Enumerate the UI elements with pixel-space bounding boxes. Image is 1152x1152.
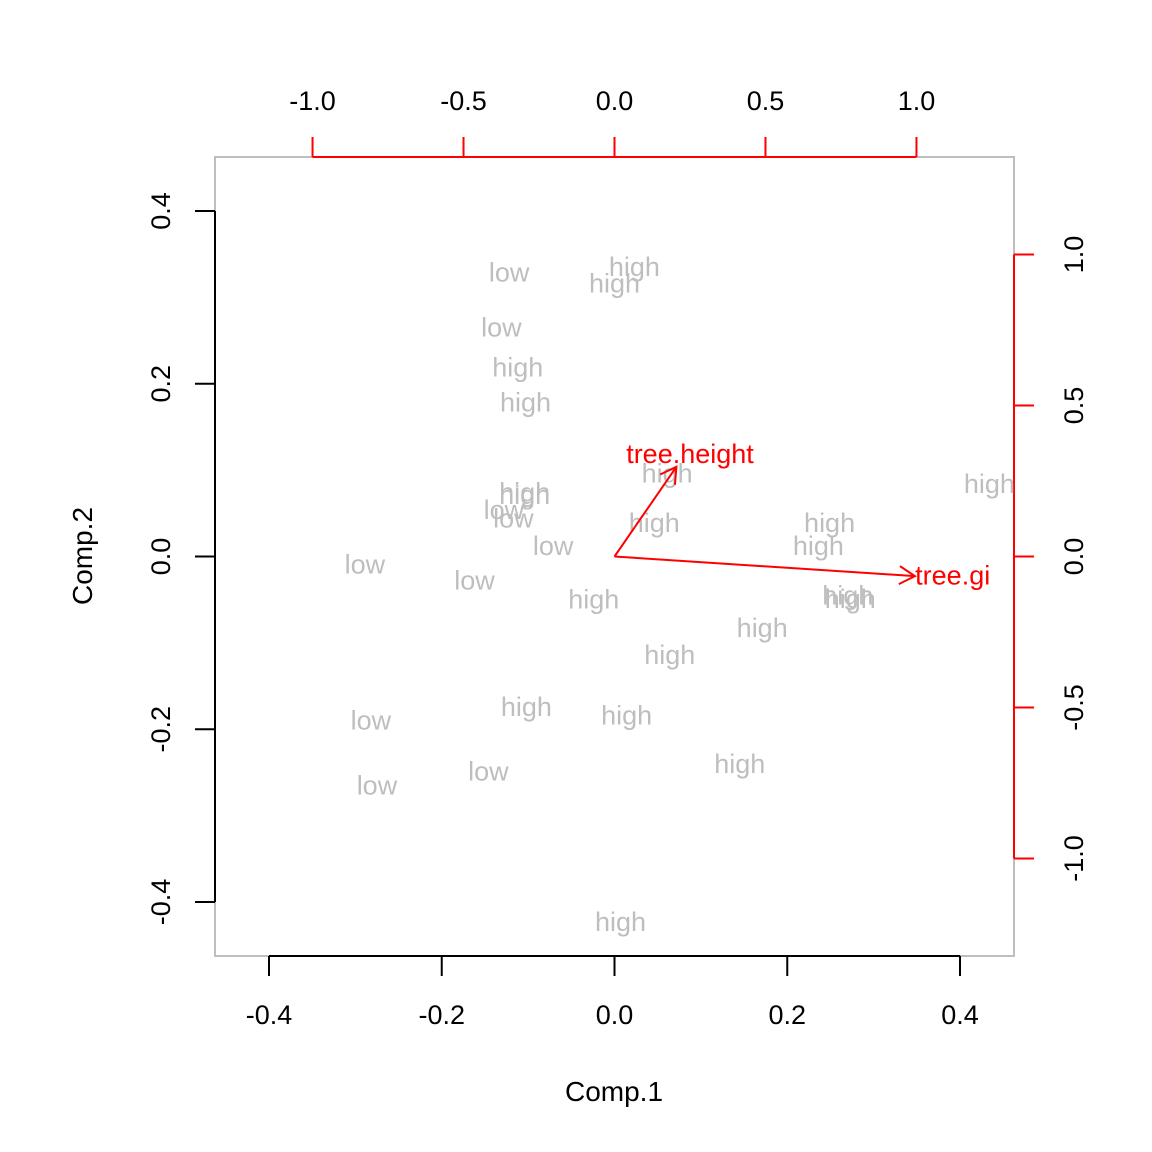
point-label: low: [454, 566, 495, 596]
point-label: low: [351, 706, 392, 736]
point-label: high: [500, 388, 551, 418]
point-label: low: [484, 495, 525, 525]
loading-arrows: tree.height tree.gi: [613, 439, 990, 591]
x-tick-label: -0.4: [246, 1000, 293, 1030]
point-label: high: [793, 531, 844, 561]
point-label: low: [493, 503, 534, 533]
y-axis-left: -0.4 -0.2 0.0 0.2 0.4: [146, 192, 216, 926]
point-label: high: [595, 907, 646, 937]
point-label: low: [481, 313, 522, 343]
top-tick-label: 0.0: [596, 86, 634, 116]
point-label: low: [533, 531, 574, 561]
top-tick-label: 1.0: [898, 86, 936, 116]
right-tick-label: 0.5: [1059, 387, 1089, 425]
y-tick-label: -0.4: [146, 879, 176, 926]
right-tick-label: 0.0: [1059, 538, 1089, 576]
point-label: high: [964, 469, 1015, 499]
loading-arrow-shaft: [613, 466, 678, 558]
point-label: high: [601, 700, 652, 730]
point-label: low: [345, 549, 386, 579]
y-tick-label: -0.2: [146, 706, 176, 753]
x-tick-label: -0.2: [418, 1000, 465, 1030]
point-label: high: [737, 613, 788, 643]
point-label: high: [822, 580, 873, 610]
x-tick-label: 0.0: [596, 1000, 634, 1030]
point-label: high: [499, 478, 550, 508]
point-label: high: [568, 585, 619, 615]
y-tick-label: 0.4: [146, 192, 176, 230]
x-axis-bottom: -0.4 -0.2 0.0 0.2 0.4: [246, 955, 979, 1030]
y-axis-title: Comp.2: [67, 507, 98, 605]
right-tick-label: -1.0: [1059, 835, 1089, 882]
point-label: high: [501, 692, 552, 722]
point-label: high: [499, 480, 550, 510]
x-tick-label: 0.4: [941, 1000, 979, 1030]
top-tick-label: 0.5: [747, 86, 785, 116]
point-label: high: [642, 459, 693, 489]
observation-labels: low highhighlowhighhighhighhighhighlowlow…: [345, 252, 1015, 937]
point-label: high: [804, 508, 855, 538]
point-label: low: [357, 770, 398, 800]
point-label: low: [489, 257, 530, 287]
top-tick-label: -0.5: [440, 86, 487, 116]
loading-label: tree.gi: [915, 561, 990, 591]
point-label: high: [492, 352, 543, 382]
x-tick-label: 0.2: [768, 1000, 806, 1030]
point-label: high: [609, 252, 660, 282]
right-tick-label: 1.0: [1059, 236, 1089, 274]
loading-arrow-shaft: [614, 555, 916, 578]
x-axis-title: Comp.1: [565, 1076, 663, 1107]
point-label: low: [468, 757, 509, 787]
secondary-axis-right: -1.0 -0.5 0.0 0.5 1.0: [1013, 236, 1089, 882]
point-label: high: [629, 508, 680, 538]
point-label: high: [825, 584, 876, 614]
loading-label: tree.height: [626, 439, 754, 469]
point-label: high: [714, 749, 765, 779]
point-label: high: [589, 269, 640, 299]
loading-arrow-head: [898, 565, 917, 585]
point-label: high: [644, 640, 695, 670]
top-tick-label: -1.0: [289, 86, 336, 116]
y-tick-label: 0.2: [146, 365, 176, 403]
loading-arrow-head: [659, 465, 678, 485]
y-tick-label: 0.0: [146, 538, 176, 576]
right-tick-label: -0.5: [1059, 684, 1089, 731]
secondary-axis-top: -1.0 -0.5 0.0 0.5 1.0: [289, 86, 936, 158]
